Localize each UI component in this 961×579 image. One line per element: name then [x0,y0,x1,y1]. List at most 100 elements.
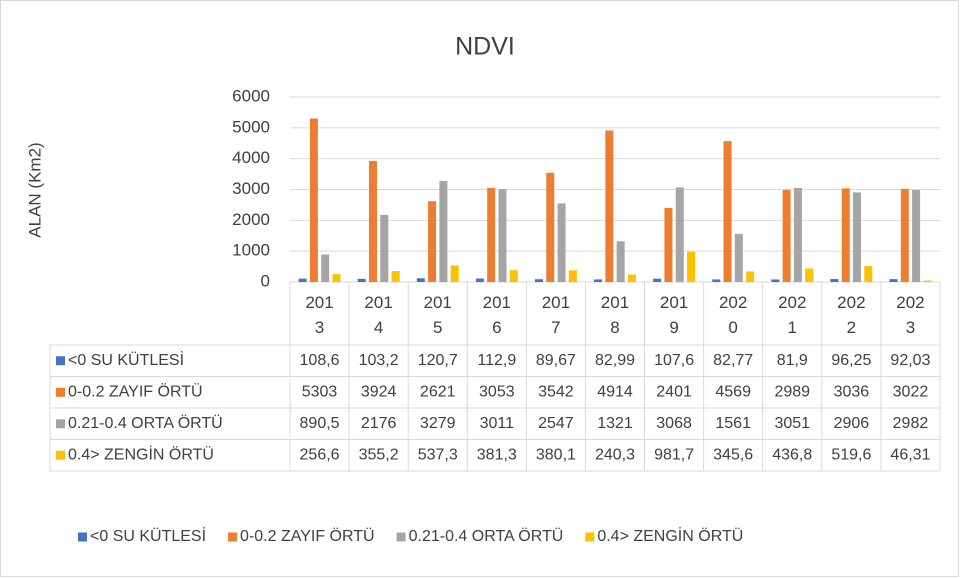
table-value: 96,25 [831,352,871,369]
legend-key [396,532,406,542]
table-value: 345,6 [713,446,753,463]
bar [568,270,577,282]
bar [487,187,496,282]
table-value: 3011 [480,415,515,432]
bar [321,254,330,282]
bar [309,118,318,282]
x-tick-label: 2016 [482,293,511,337]
legend-key [78,532,87,542]
y-tick-label: 0 [261,271,270,290]
table-value: 82,77 [713,352,753,369]
y-tick-label: 1000 [232,241,270,260]
legend-label: 0.4> ZENGİN ÖRTÜ [597,526,743,545]
y-tick-label: 5000 [232,117,270,136]
bar [498,189,507,282]
legend-key [56,387,65,397]
table-value: 3279 [420,415,456,432]
chart-title: NDVI [455,33,515,61]
table-value: 2401 [656,383,692,400]
table-value: 107,6 [654,352,694,369]
legend-key [56,419,65,429]
row-label: 0.4> ZENGİN ÖRTÜ [68,444,214,463]
x-tick-label: 2021 [778,293,807,337]
table-value: 3542 [538,383,574,400]
bar [357,278,366,282]
category-cell: 2022 [837,293,866,337]
bar [687,251,696,282]
table-value: 2982 [893,415,929,432]
bar [368,161,377,282]
category-cell: 2020 [718,293,748,337]
legend-key [56,356,65,366]
bar [782,189,791,282]
bar [627,274,636,282]
bar [664,207,673,282]
legend-label: <0 SU KÜTLESİ [90,526,206,545]
bar [889,279,898,282]
x-tick-label: 2014 [364,293,393,337]
table-value: 4914 [597,383,633,400]
table-value: 355,2 [359,446,399,463]
table-value: 2176 [361,415,397,432]
table-value: 108,6 [300,352,340,369]
bar [853,192,862,282]
bar [509,270,518,282]
table-value: 112,9 [477,352,516,369]
x-tick-label: 2018 [600,293,630,337]
table-value: 1561 [715,415,751,432]
bar [616,241,625,282]
table-value: 3036 [834,383,870,400]
bar [450,265,459,282]
y-tick-label: 6000 [232,86,270,105]
bar [723,141,732,282]
table-value: 2906 [834,415,870,432]
bar [380,214,389,282]
table-value: 120,7 [418,352,458,369]
table-value: 2547 [538,415,574,432]
bar [439,180,448,282]
table-value: 519,6 [831,446,871,463]
y-axis-label: ALAN (Km2) [25,142,44,237]
table-value: 3022 [893,383,929,400]
legend-label: 0-0.2 ZAYIF ÖRTÜ [240,527,375,545]
table-value: 82,99 [595,352,635,369]
table-value: 81,9 [777,352,808,369]
legend-key [56,450,65,460]
x-tick-label: 2023 [896,293,925,337]
bar [830,279,839,282]
bar [416,278,425,282]
category-cell: 2013 [305,293,333,337]
bar [746,271,755,282]
x-tick-label: 2019 [659,293,689,337]
table-value: 46,31 [890,446,930,463]
category-cell: 2014 [364,293,393,337]
legend-key [585,532,595,542]
bar [675,187,684,282]
table-value: 256,6 [300,446,340,463]
category-cell: 2021 [778,293,807,337]
table-value: 5303 [302,383,338,400]
bar [864,265,873,282]
bar [653,278,662,282]
x-tick-label: 2020 [718,293,748,337]
table-value: 380,1 [536,446,576,463]
bar [428,201,437,282]
bar [605,130,614,282]
bar [557,203,566,282]
x-tick-label: 2015 [423,293,452,337]
table-value: 3924 [361,383,397,400]
category-cell: 2023 [896,293,925,337]
bar [391,271,400,282]
legend-key [228,532,238,542]
category-cell: 2017 [542,293,570,337]
table-value: 3068 [656,415,692,432]
bar [923,280,932,282]
row-label: 0-0.2 ZAYIF ÖRTÜ [68,382,203,400]
x-tick-label: 2022 [837,293,866,337]
row-label: <0 SU KÜTLESİ [68,350,184,369]
table-value: 3053 [479,383,515,400]
bar [912,190,921,282]
bar [594,279,603,282]
category-cell: 2019 [659,293,689,337]
